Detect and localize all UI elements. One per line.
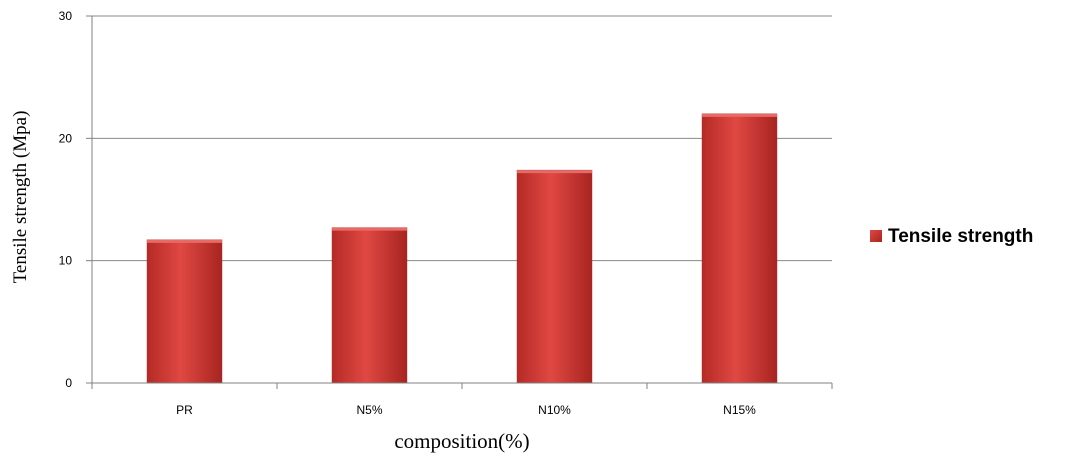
x-tick-label: N10% — [538, 403, 571, 417]
y-tick-label: 30 — [59, 9, 73, 23]
y-tick-label: 10 — [59, 254, 73, 268]
bar-top-highlight — [147, 239, 222, 243]
legend-swatch — [870, 230, 882, 242]
y-tick-label: 0 — [65, 376, 72, 390]
x-axis-title: composition(%) — [394, 429, 529, 453]
bar-N10% — [516, 169, 593, 384]
bar-N15% — [701, 113, 778, 384]
bar-top-highlight — [702, 113, 777, 117]
bar-PR — [146, 239, 223, 384]
bars — [146, 113, 778, 384]
legend: Tensile strength — [870, 226, 1033, 247]
y-axis-title: Tensile strength (Mpa) — [10, 111, 31, 284]
bar-top-highlight — [517, 170, 592, 174]
x-tick-label: N15% — [723, 403, 756, 417]
bar-top-highlight — [332, 227, 407, 231]
bar-N5% — [331, 227, 408, 384]
legend-label: Tensile strength — [888, 226, 1033, 247]
x-tick-label: PR — [176, 403, 193, 417]
y-tick-label: 20 — [59, 131, 73, 145]
x-tick-label: N5% — [356, 403, 382, 417]
x-axis-ticks: PR N5% N10% N15% — [91, 383, 833, 417]
y-axis-ticks: 0 10 20 30 — [59, 9, 92, 390]
